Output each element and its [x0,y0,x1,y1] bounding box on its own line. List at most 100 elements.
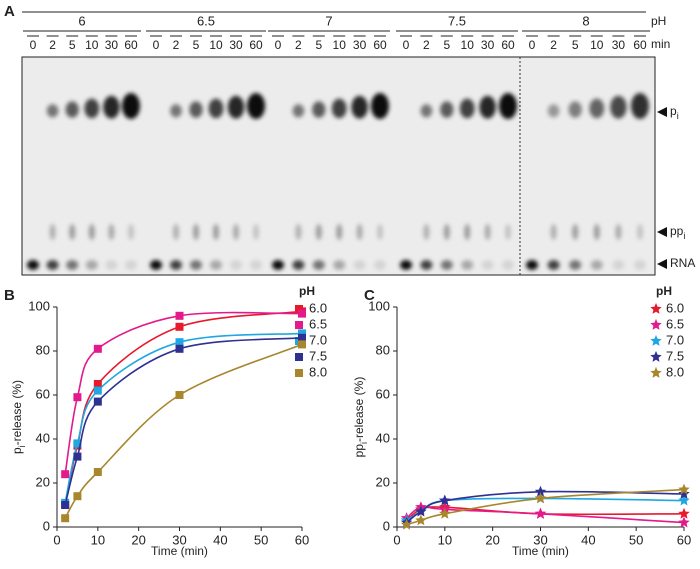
y-tick-label: 0 [383,518,390,533]
band-rna [547,260,560,270]
data-point [534,485,547,497]
y-tick-label: 0 [43,518,50,533]
band-rna [312,260,325,270]
band-pi [292,104,305,118]
band-ppi [336,224,343,240]
band-ppi [550,224,557,240]
band-rna [333,260,346,270]
data-point [678,507,690,519]
band-pi [631,93,649,119]
band-rna [190,260,202,270]
legend-label: 7.5 [309,348,327,363]
band-ppi [69,224,76,240]
data-point [175,322,184,331]
x-tick-label: 20 [131,532,145,547]
data-point [93,468,102,476]
band-rna [481,260,494,270]
band-ppi [464,224,471,240]
y-axis-label-rest: -release (%) [352,377,366,442]
time-label: 2 [550,38,557,52]
band-ppi [315,224,322,240]
legend-marker [295,321,303,329]
time-label: 0 [275,38,282,52]
band-label-main: RNA [670,256,695,270]
band-pi [170,104,182,118]
time-label: 5 [572,38,579,52]
x-tick-label: 50 [629,532,643,547]
band-rna [420,260,433,270]
x-axis-label: Time (min) [512,544,569,558]
band-pi [103,95,120,119]
fit-curve [64,343,303,519]
data-point [400,518,413,530]
y-axis-label-main: pp [352,444,366,458]
band-pi [122,93,140,119]
data-point [678,483,690,495]
data-point [298,329,306,338]
band-rna [210,260,222,270]
band-rna [85,260,98,270]
time-label: 0 [153,38,160,52]
legend-title: pH [299,284,315,298]
data-point [175,338,184,347]
band-label-main: pp [670,224,684,238]
y-tick-label: 100 [368,298,390,313]
ph-group-label: 7 [325,13,332,28]
x-tick-label: 0 [393,532,400,547]
x-tick-label: 40 [213,532,227,547]
x-tick-label: 30 [172,532,186,547]
y-tick-label: 100 [28,298,50,313]
x-tick-label: 60 [295,532,309,547]
fit-curve [406,505,685,524]
band-rna [374,260,386,270]
ph-group-label: 8 [582,13,589,28]
x-tick-label: 20 [485,532,499,547]
fit-curve [406,490,685,524]
band-arrow [657,227,667,237]
band-pi [351,95,368,119]
data-point [678,494,690,506]
ph-group-label: 6.5 [197,13,215,28]
y-tick-label: 80 [376,342,390,357]
band-arrow [657,107,667,117]
band-label: RNA [670,256,695,270]
band-ppi [484,224,491,240]
band-ppi [295,224,302,240]
time-label: 60 [373,38,387,52]
ph-label: pH [651,14,666,28]
data-point [61,501,70,509]
band-rna [170,260,182,270]
band-rna [46,260,59,270]
data-point [678,488,690,499]
data-point [534,507,547,519]
data-point [298,340,306,349]
y-tick-label: 40 [376,430,390,445]
x-tick-label: 60 [677,532,691,547]
band-rna [66,260,79,270]
legend-marker [650,351,662,362]
band-ppi [88,224,95,240]
band-pi [610,95,627,119]
band-pi [46,104,59,118]
band-label-sub: i [683,231,685,241]
band-rna [150,260,162,270]
data-point [93,386,102,395]
band-rna [230,260,242,270]
data-point [61,470,70,479]
time-label: 5 [443,38,450,52]
band-rna [502,260,514,270]
legend-label: 7.0 [666,332,684,347]
band-ppi [443,224,450,240]
band-pi [312,101,326,118]
band-rna [634,260,646,270]
data-point [298,333,306,342]
time-label: 5 [193,38,200,52]
band-rna [400,260,412,270]
time-label: 60 [249,38,263,52]
band-arrow [657,259,667,269]
time-label: 2 [49,38,56,52]
band-ppi [193,224,199,240]
x-tick-label: 50 [254,532,268,547]
band-ppi [49,224,56,240]
